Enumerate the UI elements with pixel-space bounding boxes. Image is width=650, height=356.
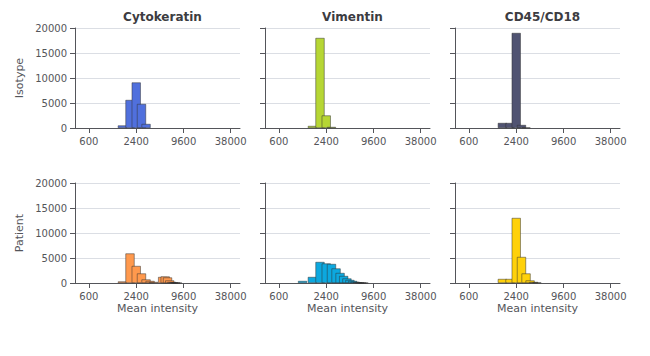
svg-text:2400: 2400: [314, 291, 339, 302]
svg-text:5000: 5000: [42, 253, 67, 264]
svg-text:38000: 38000: [405, 291, 437, 302]
svg-text:Mean intensity: Mean intensity: [117, 302, 199, 315]
svg-text:0: 0: [61, 123, 67, 134]
svg-text:Mean intensity: Mean intensity: [307, 302, 389, 315]
svg-text:20000: 20000: [35, 178, 67, 189]
svg-text:15000: 15000: [35, 203, 67, 214]
svg-text:10000: 10000: [35, 73, 67, 84]
svg-text:600: 600: [79, 136, 98, 147]
svg-text:600: 600: [459, 291, 478, 302]
svg-text:Cytokeratin: Cytokeratin: [123, 10, 202, 24]
svg-text:38000: 38000: [595, 136, 627, 147]
svg-text:38000: 38000: [405, 136, 437, 147]
svg-text:38000: 38000: [595, 291, 627, 302]
svg-text:2400: 2400: [504, 291, 529, 302]
svg-text:9600: 9600: [171, 136, 196, 147]
svg-text:2400: 2400: [314, 136, 339, 147]
svg-text:Patient: Patient: [13, 213, 26, 252]
svg-text:Isotype: Isotype: [13, 58, 26, 99]
svg-text:600: 600: [79, 291, 98, 302]
svg-text:2400: 2400: [124, 136, 149, 147]
svg-text:9600: 9600: [551, 291, 576, 302]
svg-text:15000: 15000: [35, 48, 67, 59]
svg-text:38000: 38000: [215, 136, 247, 147]
svg-text:9600: 9600: [551, 136, 576, 147]
svg-text:CD45/CD18: CD45/CD18: [505, 10, 580, 24]
svg-text:9600: 9600: [171, 291, 196, 302]
svg-text:0: 0: [61, 278, 67, 289]
svg-text:38000: 38000: [215, 291, 247, 302]
svg-text:2400: 2400: [124, 291, 149, 302]
svg-text:20000: 20000: [35, 23, 67, 34]
svg-text:9600: 9600: [361, 136, 386, 147]
svg-text:600: 600: [269, 291, 288, 302]
svg-text:9600: 9600: [361, 291, 386, 302]
svg-text:10000: 10000: [35, 228, 67, 239]
svg-text:5000: 5000: [42, 98, 67, 109]
svg-text:Vimentin: Vimentin: [322, 10, 383, 24]
svg-text:Mean intensity: Mean intensity: [497, 302, 579, 315]
svg-text:2400: 2400: [504, 136, 529, 147]
svg-text:600: 600: [269, 136, 288, 147]
svg-text:600: 600: [459, 136, 478, 147]
